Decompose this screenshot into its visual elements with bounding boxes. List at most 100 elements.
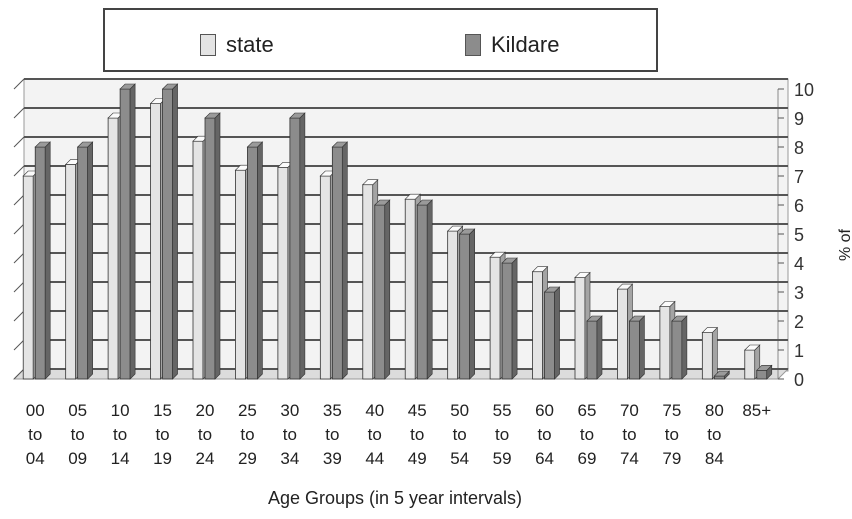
bar-state-13 <box>574 277 586 380</box>
bar-kildare-0 <box>34 146 46 380</box>
y-tick-label: 10 <box>794 80 814 100</box>
x-tick-label: to <box>71 425 85 444</box>
bar-state-7 <box>319 175 331 380</box>
x-tick-label: to <box>155 425 169 444</box>
x-tick-label: to <box>113 425 127 444</box>
x-tick-label: to <box>283 425 297 444</box>
gridline-depth <box>13 165 25 177</box>
bar-kildare-4 <box>204 117 216 380</box>
x-tick-label: 04 <box>26 449 45 468</box>
x-tick-label: 44 <box>365 449 384 468</box>
bar-state-8 <box>362 184 374 380</box>
gridline-depth <box>13 339 25 351</box>
x-tick-label: to <box>622 425 636 444</box>
bar-state-0 <box>22 175 34 380</box>
x-tick-label: 05 <box>68 401 87 420</box>
x-tick-label: 00 <box>26 401 45 420</box>
x-tick-label: to <box>495 425 509 444</box>
bar-kildare-1 <box>77 146 89 380</box>
x-tick-label: 69 <box>578 449 597 468</box>
bar-kildare-10 <box>459 233 471 380</box>
x-tick-label: 50 <box>450 401 469 420</box>
bar-top-kildare-7 <box>331 141 349 148</box>
bar-state-4 <box>192 140 204 380</box>
bar-kildare-15 <box>671 320 683 380</box>
bar-state-5 <box>235 169 246 380</box>
y-tick-label: 0 <box>794 370 804 390</box>
legend-item-kildare: Kildare <box>465 32 559 58</box>
x-tick-label: 25 <box>238 401 257 420</box>
bar-top-kildare-5 <box>246 141 264 148</box>
x-tick-label: 30 <box>280 401 299 420</box>
x-tick-label: to <box>368 425 382 444</box>
x-tick-label: 65 <box>578 401 597 420</box>
legend-label-state: state <box>226 32 274 57</box>
bar-top-kildare-9 <box>416 199 433 206</box>
x-tick-label: 85+ <box>742 401 771 420</box>
bar-top-state-10 <box>446 225 464 232</box>
bar-side-kildare-0 <box>44 141 51 380</box>
bar-side-kildare-6 <box>299 112 306 380</box>
y-axis-title: % of Population <box>837 229 852 261</box>
x-tick-label: 24 <box>196 449 215 468</box>
bar-side-kildare-1 <box>87 141 93 380</box>
x-tick-label: 35 <box>323 401 342 420</box>
bar-top-state-8 <box>362 179 379 185</box>
bar-side-kildare-13 <box>596 315 603 380</box>
x-tick-label: 55 <box>493 401 512 420</box>
x-tick-label: 75 <box>662 401 681 420</box>
x-tick-label: 84 <box>705 449 724 468</box>
bar-kildare-16 <box>713 375 725 380</box>
bar-top-state-16 <box>701 327 719 333</box>
bar-top-kildare-2 <box>119 83 136 90</box>
chart-legend: state Kildare <box>103 8 658 72</box>
x-tick-label: 34 <box>280 449 299 468</box>
bar-state-15 <box>659 306 671 380</box>
bar-side-kildare-14 <box>639 315 645 380</box>
bar-side-kildare-7 <box>342 141 348 380</box>
x-tick-label: to <box>665 425 679 444</box>
y-tick-label: 6 <box>794 196 804 216</box>
bar-top-state-15 <box>659 301 676 307</box>
bar-kildare-5 <box>247 146 258 380</box>
bar-kildare-7 <box>331 146 343 380</box>
bar-kildare-3 <box>162 88 173 380</box>
x-tick-label: 19 <box>153 449 172 468</box>
x-tick-label: to <box>325 425 339 444</box>
bar-state-2 <box>107 117 119 380</box>
x-tick-label: to <box>410 425 424 444</box>
bar-kildare-14 <box>629 320 640 380</box>
bar-kildare-12 <box>544 291 555 380</box>
bar-state-9 <box>404 198 416 380</box>
bar-side-kildare-12 <box>554 286 560 380</box>
gridline-depth <box>13 194 25 206</box>
x-axis-title: Age Groups (in 5 year intervals) <box>267 488 523 508</box>
x-tick-label: 79 <box>662 449 681 468</box>
x-tick-label: 45 <box>408 401 427 420</box>
bar-side-state-16 <box>712 326 718 380</box>
x-tick-label: to <box>707 425 721 444</box>
bar-state-6 <box>277 166 289 380</box>
bar-state-11 <box>489 256 501 380</box>
bar-side-kildare-10 <box>469 228 475 380</box>
bar-side-kildare-5 <box>257 141 263 380</box>
x-tick-label: to <box>453 425 467 444</box>
y-tick-label: 7 <box>794 167 804 187</box>
bar-top-kildare-0 <box>34 141 51 148</box>
x-tick-label: 64 <box>535 449 554 468</box>
bar-top-kildare-11 <box>501 257 518 264</box>
bar-top-kildare-14 <box>628 315 646 322</box>
x-tick-label: to <box>28 425 42 444</box>
x-tick-label: 09 <box>68 449 87 468</box>
bar-top-kildare-13 <box>586 315 603 322</box>
y-tick-label: 1 <box>794 341 804 361</box>
y-tick-label: 9 <box>794 109 804 129</box>
bar-state-1 <box>65 163 77 380</box>
bar-top-kildare-4 <box>204 112 221 119</box>
bar-top-state-11 <box>489 251 506 258</box>
x-tick-label: 39 <box>323 449 342 468</box>
bar-state-3 <box>150 103 161 380</box>
bar-top-state-14 <box>616 283 634 290</box>
x-tick-label: 20 <box>196 401 215 420</box>
